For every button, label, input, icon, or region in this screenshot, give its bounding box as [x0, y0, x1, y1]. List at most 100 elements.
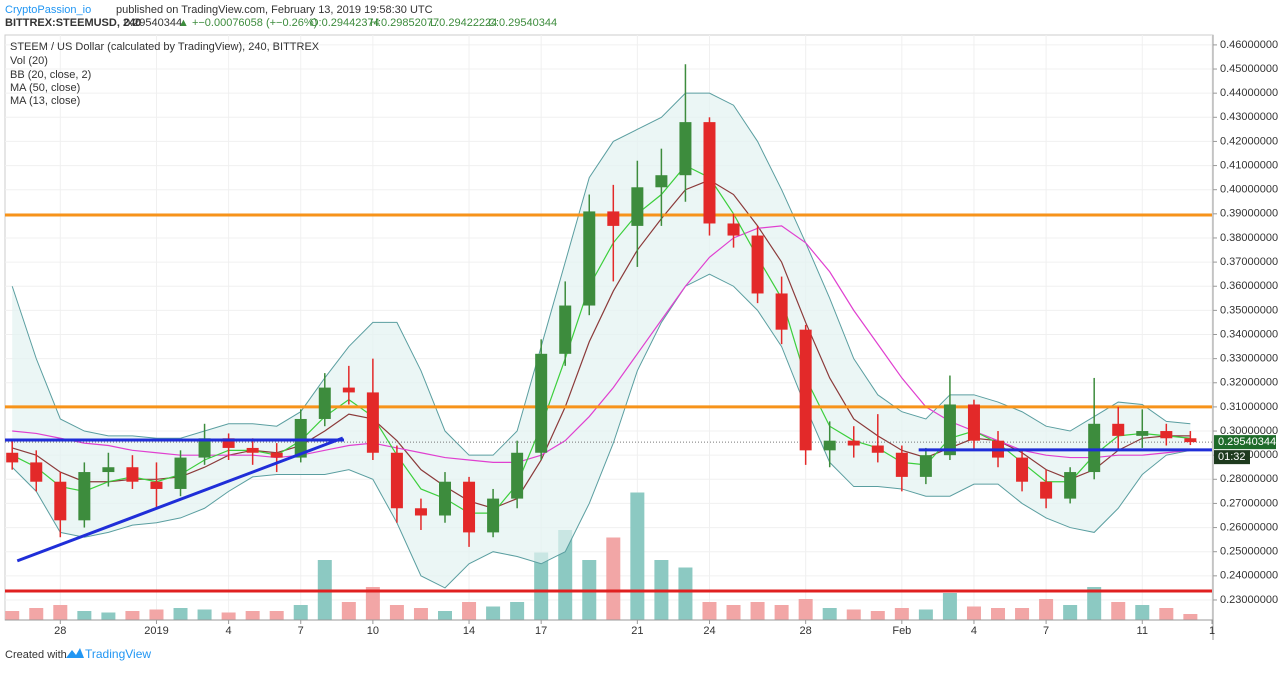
- y-tick-label: 0.40000000: [1220, 184, 1278, 196]
- x-tick-label: 7: [298, 625, 304, 637]
- ohlc-open: O:0.29442374: [310, 17, 380, 29]
- footer-brand[interactable]: TradingView: [85, 647, 151, 661]
- y-tick-label: 0.27000000: [1220, 497, 1278, 509]
- volume-bar: [486, 606, 501, 620]
- volume-bar: [750, 602, 765, 620]
- y-tick-label: 0.37000000: [1220, 256, 1278, 268]
- candle-body: [1184, 438, 1197, 443]
- ohlc-close: C:0.29540344: [488, 17, 557, 29]
- y-tick-label: 0.45000000: [1220, 63, 1278, 75]
- published: published on TradingView.com, February 1…: [116, 4, 433, 16]
- y-tick-label: 0.35000000: [1220, 304, 1278, 316]
- y-tick-label: 0.36000000: [1220, 280, 1278, 292]
- candle-body: [198, 438, 211, 458]
- candle-body: [6, 452, 19, 463]
- candle-body: [270, 452, 283, 458]
- candle-body: [318, 387, 331, 419]
- candle-body: [967, 404, 980, 441]
- volume-bar: [678, 567, 693, 620]
- ohlc-low: L:0.29422224: [430, 17, 497, 29]
- candle-body: [294, 418, 307, 458]
- candle-body: [54, 481, 67, 521]
- y-tick-label: 0.25000000: [1220, 546, 1278, 558]
- y-tick-label: 0.38000000: [1220, 232, 1278, 244]
- volume-bar: [1135, 605, 1150, 620]
- candle-body: [943, 404, 956, 456]
- candle-body: [847, 440, 860, 446]
- volume-bar: [1015, 608, 1030, 620]
- volume-bar: [269, 611, 284, 620]
- y-tick-label: 0.44000000: [1220, 87, 1278, 99]
- plot: [5, 35, 1213, 620]
- bollinger-area: [12, 93, 1191, 588]
- y-tick-label: 0.39000000: [1220, 208, 1278, 220]
- volume-bar: [462, 602, 477, 620]
- candle-body: [150, 481, 163, 489]
- volume-bar: [125, 611, 140, 620]
- candle-body: [919, 455, 932, 477]
- y-tick-label: 0.42000000: [1220, 135, 1278, 147]
- volume-bar: [702, 602, 717, 620]
- trend-line: [16, 436, 344, 563]
- x-tick-label: 2019: [144, 625, 168, 637]
- countdown: 01:32: [1218, 451, 1246, 463]
- candle-body: [1064, 472, 1077, 499]
- candle-body: [583, 211, 596, 306]
- indicator: BB (20, close, 2): [10, 69, 91, 81]
- candle-body: [487, 498, 500, 533]
- volume-bar: [918, 609, 933, 620]
- volume-bar: [846, 609, 861, 620]
- candle-body: [679, 122, 692, 176]
- candle-body: [1136, 431, 1149, 436]
- volume-bar: [726, 605, 741, 620]
- y-tick-label: 0.41000000: [1220, 159, 1278, 171]
- candle-body: [366, 392, 379, 453]
- last-price-box: [1214, 435, 1276, 450]
- y-tick-label: 0.24000000: [1220, 570, 1278, 582]
- y-tick-label: 0.28000000: [1220, 473, 1278, 485]
- volume-bar: [1183, 614, 1198, 620]
- y-tick-label: 0.23000000: [1220, 594, 1278, 606]
- candle-body: [439, 481, 452, 516]
- author[interactable]: CryptoPassion_io: [5, 4, 91, 16]
- candle-body: [799, 329, 812, 451]
- candle-body: [390, 452, 403, 509]
- candle-body: [727, 223, 740, 236]
- y-tick-label: 0.30000000: [1220, 425, 1278, 437]
- symbol: BITTREX:STEEMUSD, 240: [5, 17, 141, 29]
- change: ▲ +−0.00076058 (+−0.26%): [178, 17, 317, 29]
- volume-bar: [606, 537, 621, 620]
- candle-body: [703, 122, 716, 224]
- volume-bar: [894, 608, 909, 620]
- volume-bar: [53, 605, 68, 620]
- volume-bar: [630, 492, 645, 620]
- countdown-box: [1214, 450, 1250, 465]
- indicator: MA (13, close): [10, 95, 80, 107]
- y-tick-label: 0.34000000: [1220, 328, 1278, 340]
- volume-bar: [966, 606, 981, 620]
- volume-bar: [5, 611, 20, 620]
- candle-body: [871, 445, 884, 453]
- x-tick-label: 14: [463, 625, 475, 637]
- x-tick-label: 21: [631, 625, 643, 637]
- x-tick-label: Feb: [892, 625, 911, 637]
- candle-body: [895, 452, 908, 477]
- x-tick-label: 1: [1209, 625, 1215, 637]
- x-tick-label: 4: [226, 625, 232, 637]
- indicator: MA (50, close): [10, 82, 80, 94]
- x-tick-label: 11: [1137, 625, 1148, 637]
- candle-body: [511, 452, 524, 499]
- candle-body: [751, 235, 764, 294]
- candle-body: [1040, 481, 1053, 499]
- candle-body: [775, 293, 788, 330]
- candle-body: [655, 175, 668, 188]
- candle-body: [559, 305, 572, 354]
- volume-bar: [1063, 605, 1078, 620]
- candle-body: [30, 462, 43, 482]
- volume-bar: [798, 599, 813, 620]
- volume-bar: [197, 609, 212, 620]
- candle-body: [463, 481, 476, 533]
- volume-bar: [413, 608, 428, 620]
- candle-body: [222, 438, 235, 448]
